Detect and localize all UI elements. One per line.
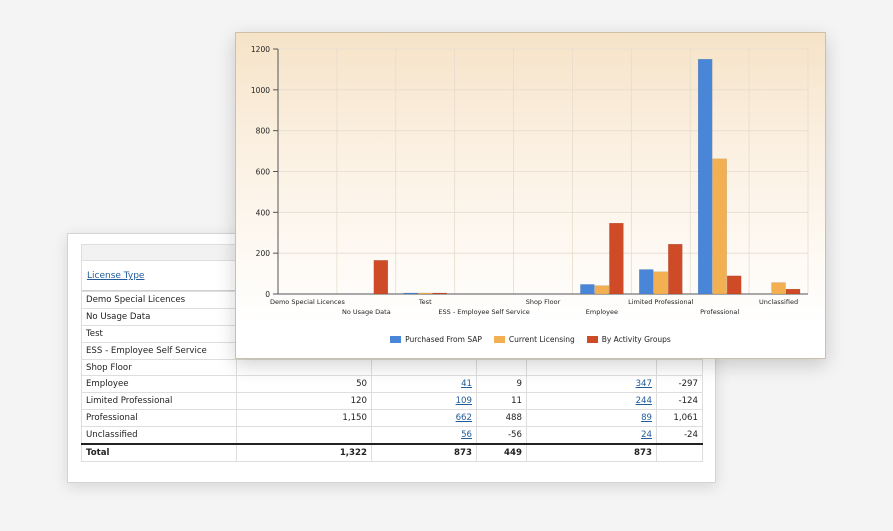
y-tick-label: 600	[256, 168, 271, 177]
bar	[697, 59, 713, 295]
bar	[653, 271, 668, 295]
table-row: Unclassified 56 -56 24 -24	[81, 426, 703, 445]
table-row: Professional 1,150 662 488 89 1,061	[81, 409, 703, 428]
x-tick-label: Professional	[700, 308, 739, 316]
license-type-cell: Demo Special Licences	[81, 291, 237, 309]
bar	[785, 288, 801, 295]
value-cell-c2: 873	[371, 443, 477, 463]
value-cell-c5	[656, 358, 703, 377]
value-cell-c4: 244	[526, 392, 657, 411]
value-cell-c2	[371, 358, 477, 377]
drilldown-link[interactable]: 244	[635, 396, 652, 407]
value-cell-c4: 873	[526, 443, 657, 463]
table-row: Shop Floor	[81, 358, 703, 377]
drilldown-link[interactable]: 347	[635, 379, 652, 390]
license-type-cell: No Usage Data	[81, 307, 237, 326]
value-cell-c2: 109	[371, 392, 477, 411]
value-cell-c1: 120	[236, 392, 372, 411]
legend-swatch	[390, 336, 402, 343]
total-row: Total 1,322 873 449 873	[81, 443, 703, 463]
legend-label: Current Licensing	[508, 335, 575, 344]
value-cell-c1: 1,150	[236, 409, 372, 428]
legend-swatch	[586, 336, 598, 343]
legend-item: Purchased From SAP	[390, 335, 482, 344]
x-tick-label: Shop Floor	[526, 298, 561, 306]
drilldown-link[interactable]: 24	[641, 430, 652, 441]
license-type-cell: ESS - Employee Self Service	[81, 341, 237, 360]
value-cell-c3: 449	[476, 443, 527, 463]
y-tick-label: 800	[256, 127, 271, 136]
legend-label: Purchased From SAP	[405, 335, 482, 344]
license-type-cell: Limited Professional	[81, 392, 237, 411]
license-type-cell: Employee	[81, 375, 237, 394]
y-tick-label: 1200	[251, 45, 270, 54]
x-tick-label: Test	[418, 298, 432, 306]
bar	[580, 284, 595, 295]
value-cell-c2: 56	[371, 426, 477, 445]
drilldown-link[interactable]: 56	[461, 430, 472, 441]
value-cell-c5	[656, 443, 703, 463]
license-chart-panel: 0 200 400 600 800 1000 1200 Demo Special Licenc…	[235, 32, 826, 359]
value-cell-c2: 662	[371, 409, 477, 428]
value-cell-c5: -24	[656, 426, 703, 445]
bar	[771, 282, 786, 295]
chart-legend: Purchased From SAP Current Licensing By Ac…	[236, 335, 825, 344]
y-tick-label: 1000	[251, 86, 270, 95]
drilldown-link[interactable]: 89	[641, 413, 652, 424]
legend-label: By Activity Groups	[601, 335, 671, 344]
value-cell-c1: 1,322	[236, 443, 372, 463]
bar	[432, 292, 447, 295]
bar	[639, 269, 654, 295]
license-type-cell: Shop Floor	[81, 358, 237, 377]
value-cell-c3: 488	[476, 409, 527, 428]
bar	[712, 158, 727, 295]
bar	[668, 243, 683, 295]
bar-chart: 0 200 400 600 800 1000 1200 Demo Special Licenc…	[251, 45, 809, 316]
bar	[403, 292, 418, 295]
license-type-cell: Professional	[81, 409, 237, 428]
x-tick-label: Employee	[586, 308, 618, 316]
x-tick-label: No Usage Data	[342, 308, 391, 316]
value-cell-c1	[236, 358, 372, 377]
drilldown-link[interactable]: 41	[461, 379, 472, 390]
y-tick-label: 0	[265, 290, 270, 299]
value-cell-c3: 11	[476, 392, 527, 411]
bar	[418, 292, 433, 295]
drilldown-link[interactable]: 109	[455, 396, 472, 407]
bar	[726, 275, 742, 295]
drilldown-link[interactable]: 662	[455, 413, 472, 424]
x-tick-label: Unclassified	[759, 298, 798, 306]
license-type-cell: Unclassified	[81, 426, 237, 445]
value-cell-c3: 9	[476, 375, 527, 394]
legend-item: By Activity Groups	[586, 335, 671, 344]
x-tick-label: ESS - Employee Self Service	[438, 308, 529, 316]
value-cell-c5: -297	[656, 375, 703, 394]
y-tick-label: 400	[256, 208, 271, 217]
bar	[373, 260, 389, 295]
table-row: Limited Professional 120 109 11 244 -124	[81, 392, 703, 411]
value-cell-c4: 24	[526, 426, 657, 445]
legend-item: Current Licensing	[493, 335, 575, 344]
value-cell-c4	[526, 358, 657, 377]
value-cell-c3	[476, 358, 527, 377]
x-tick-label: Limited Professional	[628, 298, 694, 306]
value-cell-c3: -56	[476, 426, 527, 445]
license-type-cell: Total	[81, 443, 237, 463]
value-cell-c4: 347	[526, 375, 657, 394]
value-cell-c5: 1,061	[656, 409, 703, 428]
license-type-cell: Test	[81, 324, 237, 343]
value-cell-c5: -124	[656, 392, 703, 411]
license-type-sort-link[interactable]: License Type	[87, 271, 145, 281]
value-cell-c1: 50	[236, 375, 372, 394]
value-cell-c4: 89	[526, 409, 657, 428]
bar	[609, 222, 624, 295]
value-cell-c2: 41	[371, 375, 477, 394]
legend-swatch	[493, 336, 505, 343]
x-tick-label: Demo Special Licences	[270, 298, 346, 306]
y-tick-label: 200	[256, 249, 271, 258]
value-cell-c1	[236, 426, 372, 445]
table-row: Employee 50 41 9 347 -297	[81, 375, 703, 394]
bar	[594, 285, 610, 295]
